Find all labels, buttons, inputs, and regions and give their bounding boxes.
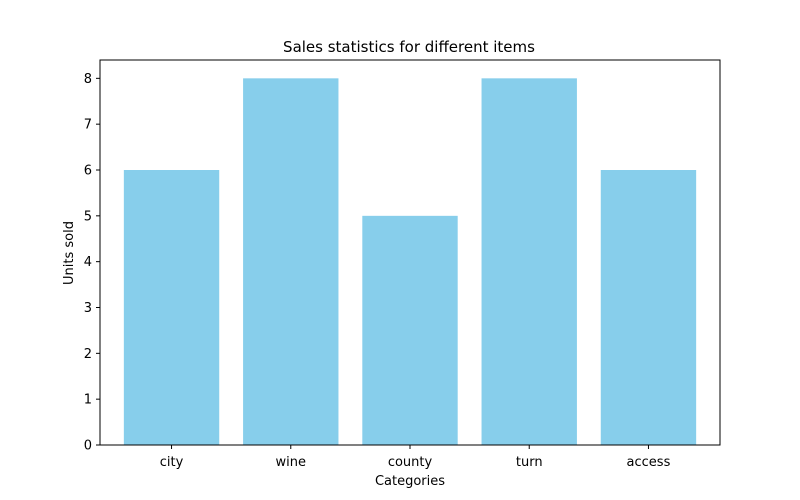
y-axis-label: Units sold [62,221,77,285]
y-axis: 0 1 2 3 4 5 6 7 8 [84,72,100,454]
bar-turn [481,78,577,445]
chart-title: Sales statistics for different items [283,38,535,56]
y-tick-label: 3 [84,301,92,316]
y-tick-label: 1 [84,393,92,408]
x-tick-label: turn [516,455,543,470]
y-tick-label: 2 [84,347,92,362]
y-tick-label: 6 [84,164,92,179]
y-tick-label: 5 [84,209,92,224]
x-tick-label: county [388,455,433,470]
bar-county [362,215,458,445]
y-tick-label: 8 [84,72,92,87]
bars-layer [123,78,697,445]
bar-access [600,170,697,445]
x-tick-label: city [160,455,184,470]
x-axis-label: Categories [375,474,445,489]
y-tick-label: 0 [84,439,92,454]
x-tick-label: wine [276,455,306,470]
y-tick-label: 4 [84,255,92,270]
x-axis: city wine county turn access [160,445,671,470]
x-tick-label: access [627,455,671,470]
bar-city [123,170,220,445]
y-tick-label: 7 [84,118,92,133]
bar-wine [243,78,339,445]
